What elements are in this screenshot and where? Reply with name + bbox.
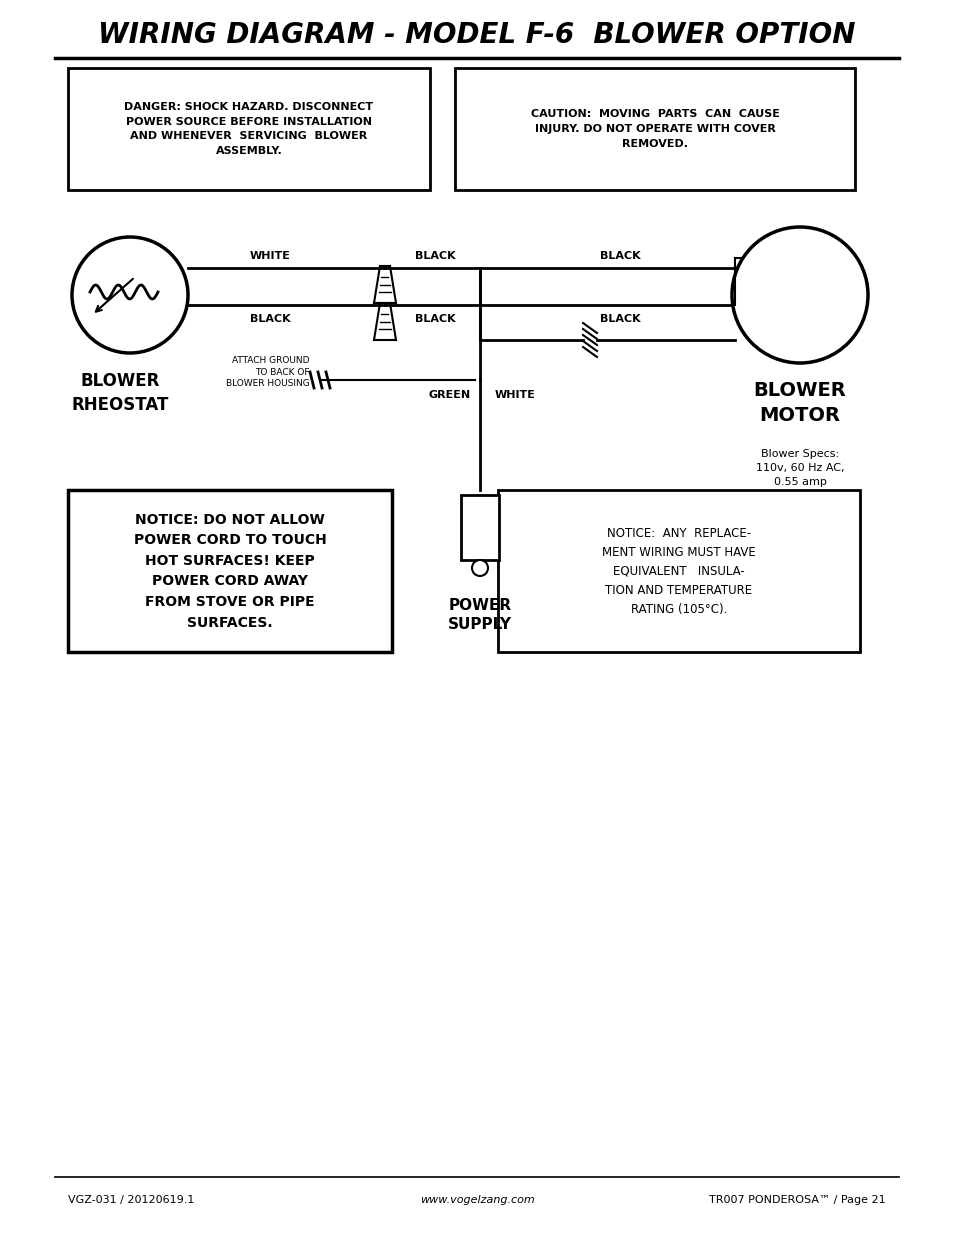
Circle shape: [731, 227, 867, 363]
Text: BLOWER
MOTOR: BLOWER MOTOR: [753, 382, 845, 425]
Text: BLACK: BLACK: [415, 251, 455, 261]
Text: NOTICE:  ANY  REPLACE-
MENT WIRING MUST HAVE
EQUIVALENT   INSULA-
TION AND TEMPE: NOTICE: ANY REPLACE- MENT WIRING MUST HA…: [601, 526, 755, 615]
Text: POWER
SUPPLY: POWER SUPPLY: [448, 598, 512, 632]
Text: BLOWER
RHEOSTAT: BLOWER RHEOSTAT: [71, 372, 169, 414]
Bar: [68, 490, 392, 652]
Bar: [455, 68, 854, 190]
Bar: [734, 258, 762, 315]
Text: VGZ-031 / 20120619.1: VGZ-031 / 20120619.1: [68, 1195, 194, 1205]
Text: BLACK: BLACK: [599, 314, 639, 324]
Text: ATTACH GROUND
TO BACK OF
BLOWER HOUSING: ATTACH GROUND TO BACK OF BLOWER HOUSING: [226, 356, 310, 388]
Circle shape: [472, 559, 488, 576]
Text: WHITE: WHITE: [494, 390, 535, 400]
Text: Blower Specs:
110v, 60 Hz AC,
0.55 amp: Blower Specs: 110v, 60 Hz AC, 0.55 amp: [755, 450, 843, 487]
Bar: [460, 495, 498, 559]
Text: TR007 PONDEROSA™ / Page 21: TR007 PONDEROSA™ / Page 21: [709, 1195, 885, 1205]
Bar: [497, 490, 859, 652]
Text: WHITE: WHITE: [250, 251, 290, 261]
Circle shape: [71, 237, 188, 353]
Text: DANGER: SHOCK HAZARD. DISCONNECT
POWER SOURCE BEFORE INSTALLATION
AND WHENEVER  : DANGER: SHOCK HAZARD. DISCONNECT POWER S…: [124, 101, 374, 156]
Text: BLACK: BLACK: [250, 314, 290, 324]
Text: WIRING DIAGRAM - MODEL F-6  BLOWER OPTION: WIRING DIAGRAM - MODEL F-6 BLOWER OPTION: [98, 21, 855, 49]
Text: GREEN: GREEN: [429, 390, 471, 400]
Bar: [68, 68, 430, 190]
Text: BLACK: BLACK: [415, 314, 455, 324]
Text: CAUTION:  MOVING  PARTS  CAN  CAUSE
INJURY. DO NOT OPERATE WITH COVER
REMOVED.: CAUTION: MOVING PARTS CAN CAUSE INJURY. …: [530, 109, 779, 148]
Text: BLACK: BLACK: [599, 251, 639, 261]
Text: www.vogelzang.com: www.vogelzang.com: [419, 1195, 534, 1205]
Text: NOTICE: DO NOT ALLOW
POWER CORD TO TOUCH
HOT SURFACES! KEEP
POWER CORD AWAY
FROM: NOTICE: DO NOT ALLOW POWER CORD TO TOUCH…: [133, 513, 326, 630]
